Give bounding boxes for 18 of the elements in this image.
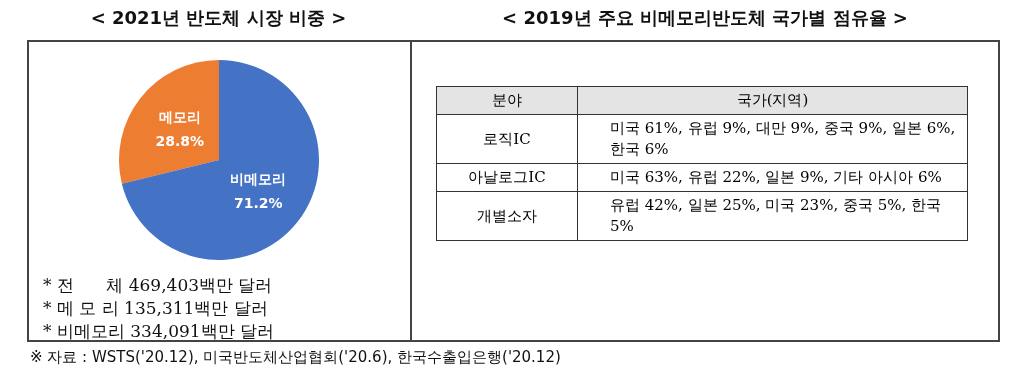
text: * 비메모리 334,091백만 달러 [43, 321, 275, 341]
text: * 전 체 469,403백만 달러 [43, 275, 273, 295]
text: 아날로그IC [436, 163, 578, 192]
text: 국가(지역) [577, 86, 968, 115]
slice-label: 비메모리 [230, 170, 287, 187]
text: 미국 63%, 유럽 22%, 일본 9%, 기타 아시아 6% [577, 163, 968, 192]
text: ※ 자료 : WSTS('20.12), 미국반도체산업협회('20.6), 한국수출입은행('20.12) [30, 348, 561, 367]
data-label: 71.2% [234, 194, 283, 211]
text: < 2019년 주요 비메모리반도체 국가별 점유율 > [501, 6, 909, 30]
text: 유럽 42%, 일본 25%, 미국 23%, 중국 5%, 한국 5% [577, 191, 968, 241]
slice-label: 메모리 [158, 108, 201, 125]
text: 미국 61%, 유럽 9%, 대만 9%, 중국 9%, 일본 6%, 한국 6% [577, 114, 968, 164]
text: * 메 모 리 135,311백만 달러 [43, 298, 268, 318]
data-label: 28.8% [155, 132, 204, 149]
text: 분야 [436, 86, 578, 115]
text: 개별소자 [436, 191, 578, 241]
text: 로직IC [436, 114, 578, 164]
chart-title: < 2021년 반도체 시장 비중 > [89, 6, 348, 30]
